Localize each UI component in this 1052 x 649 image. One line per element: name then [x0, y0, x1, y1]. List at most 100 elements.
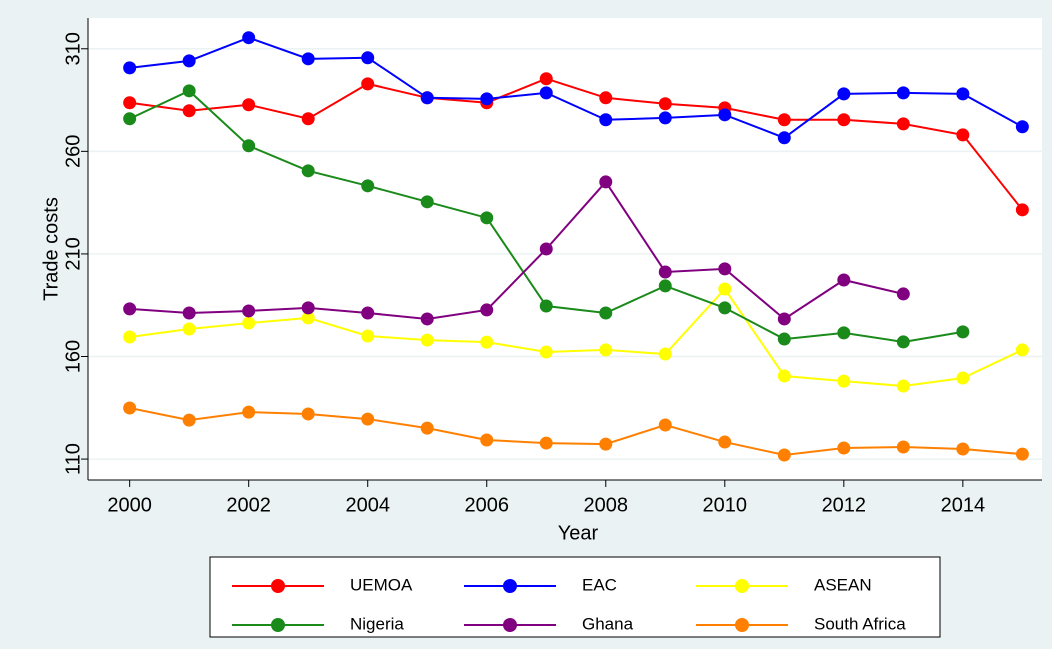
legend-box: [209, 556, 941, 638]
data-point: [361, 51, 375, 65]
data-point: [658, 279, 672, 293]
y-tick-label: 260: [62, 135, 84, 168]
data-point: [599, 175, 613, 189]
y-axis-label: Trade costs: [40, 197, 62, 301]
data-point: [361, 179, 375, 193]
legend-marker: [735, 618, 749, 632]
data-point: [480, 92, 494, 106]
data-point: [361, 329, 375, 343]
data-point: [1015, 203, 1029, 217]
data-point: [718, 435, 732, 449]
data-point: [718, 282, 732, 296]
series-line: [129, 77, 1024, 211]
data-point: [956, 87, 970, 101]
data-point: [718, 108, 732, 122]
data-point: [123, 302, 137, 316]
data-point: [658, 97, 672, 111]
data-point: [182, 413, 196, 427]
data-point: [242, 139, 256, 153]
data-point: [896, 379, 910, 393]
y-tick-label: 310: [62, 32, 84, 65]
data-point: [242, 304, 256, 318]
data-point: [837, 441, 851, 455]
data-point: [658, 418, 672, 432]
data-point: [718, 301, 732, 315]
data-point: [123, 61, 137, 75]
data-point: [182, 104, 196, 118]
legend-label: South Africa: [814, 614, 906, 633]
data-point: [1015, 447, 1029, 461]
data-point: [182, 84, 196, 98]
data-point: [539, 299, 553, 313]
data-point: [123, 112, 137, 126]
data-point: [777, 332, 791, 346]
x-tick-label: 2014: [941, 494, 986, 516]
data-point: [123, 401, 137, 415]
series-line: [129, 36, 1023, 139]
data-point: [896, 440, 910, 454]
legend-marker: [735, 579, 749, 593]
data-point: [301, 112, 315, 126]
data-point: [837, 113, 851, 127]
x-tick-label: 2010: [703, 494, 748, 516]
data-point: [837, 374, 851, 388]
data-point: [777, 113, 791, 127]
data-point: [123, 96, 137, 110]
data-point: [658, 111, 672, 125]
x-tick-label: 2006: [464, 494, 509, 516]
x-tick-label: 2012: [822, 494, 867, 516]
data-point: [837, 273, 851, 287]
series-line: [129, 287, 1023, 388]
legend-marker: [271, 579, 285, 593]
data-point: [658, 347, 672, 361]
data-point: [896, 86, 910, 100]
data-point: [718, 262, 732, 276]
data-point: [777, 369, 791, 383]
data-point: [599, 91, 613, 105]
data-point: [361, 412, 375, 426]
data-point: [182, 322, 196, 336]
data-point: [361, 306, 375, 320]
y-tick-label: 160: [62, 340, 84, 373]
data-point: [539, 436, 553, 450]
data-point: [599, 343, 613, 357]
data-point: [420, 333, 434, 347]
data-point: [301, 301, 315, 315]
data-point: [837, 326, 851, 340]
data-point: [1015, 343, 1029, 357]
data-point: [420, 91, 434, 105]
data-point: [301, 311, 315, 325]
data-point: [420, 312, 434, 326]
data-point: [420, 421, 434, 435]
x-tick-label: 2000: [107, 494, 152, 516]
plot-area: [88, 18, 1042, 480]
data-point: [361, 77, 375, 91]
data-point: [896, 287, 910, 301]
legend-marker: [503, 618, 517, 632]
data-point: [539, 345, 553, 359]
data-point: [896, 117, 910, 131]
series-line: [129, 407, 1023, 456]
data-point: [599, 437, 613, 451]
data-point: [182, 54, 196, 68]
legend-label: Ghana: [582, 614, 634, 633]
x-tick-label: 2008: [584, 494, 629, 516]
data-point: [480, 211, 494, 225]
data-point: [301, 52, 315, 66]
legend-marker: [271, 618, 285, 632]
data-point: [420, 195, 434, 209]
data-point: [599, 306, 613, 320]
legend-label: ASEAN: [814, 575, 872, 594]
data-point: [658, 265, 672, 279]
data-point: [956, 371, 970, 385]
x-tick-label: 2004: [345, 494, 390, 516]
legend-label: UEMOA: [350, 575, 413, 594]
series-line: [129, 180, 904, 321]
data-point: [539, 86, 553, 100]
data-point: [777, 448, 791, 462]
data-point: [480, 433, 494, 447]
x-axis-label: Year: [558, 522, 599, 544]
x-tick-label: 2002: [226, 494, 271, 516]
data-point: [480, 303, 494, 317]
